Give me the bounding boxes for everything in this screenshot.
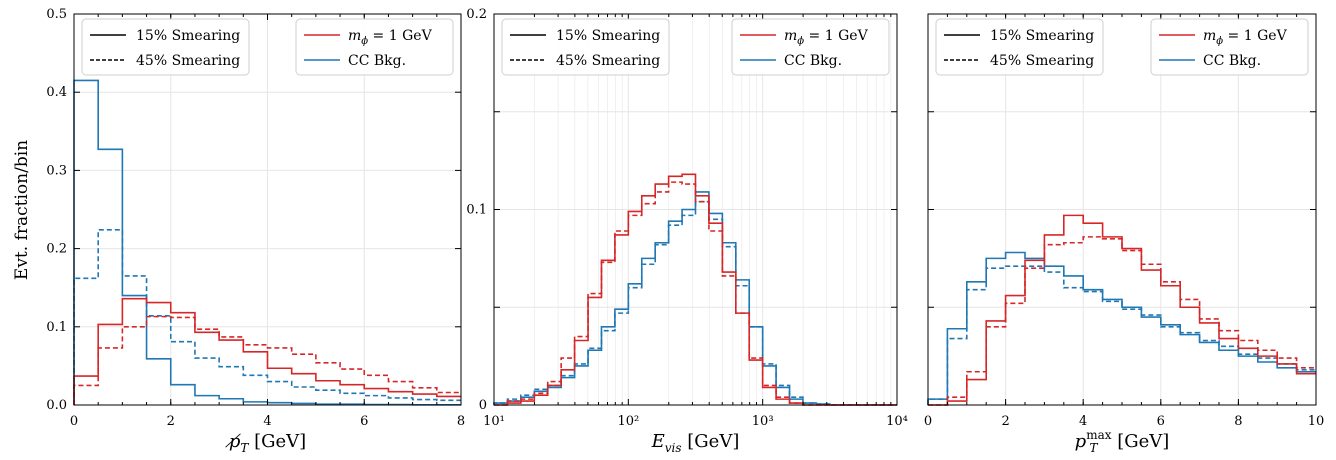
x-tick-label: 10¹ (483, 414, 505, 429)
x-tick-label: 2 (1001, 414, 1009, 429)
x-axis-label: p̸T [GeV] (224, 431, 306, 455)
x-axis-label-unit: [GeV] (682, 431, 740, 452)
legend-smearing: 15% Smearing 45% Smearing (502, 19, 669, 75)
y-tick-label: 0.1 (46, 320, 67, 335)
series-group (494, 174, 897, 405)
series-group (928, 215, 1316, 405)
legend-signal-symbol: m (348, 28, 361, 44)
x-axis-label-symbol: E (651, 431, 665, 452)
panel-3: 0 2 4 6 8 10 pmax T [GeV] 15% Smearing 45% Smeari… (924, 14, 1324, 455)
y-tick-label: 0.1 (466, 203, 487, 218)
y-tick-label: 0.5 (46, 7, 67, 22)
x-axis-label-unit: [GeV] (248, 431, 306, 452)
x-tick-label: 10³ (752, 414, 774, 429)
legend-label-background: CC Bkg. (784, 53, 842, 69)
series-line-background-15 (494, 192, 897, 405)
x-axis-label: Evis [GeV] (651, 431, 740, 455)
x-axis-label-sub: T (1090, 441, 1099, 455)
x-tick-label: 10 (1308, 414, 1325, 429)
legend-label-background: CC Bkg. (1203, 53, 1261, 69)
legend-smearing: 15% Smearing 45% Smearing (936, 19, 1103, 75)
x-tick-label: 10² (617, 414, 639, 429)
panel-1: 0 2 4 6 8 0.0 0.1 0.2 0.3 0.4 0.5 p̸T [GeV] 15% Smea… (46, 7, 465, 455)
y-tick-label: 0.0 (46, 398, 67, 413)
legend-label-45: 45% Smearing (136, 53, 240, 69)
legend-label-15: 15% Smearing (990, 28, 1094, 44)
series-line-signal-45 (494, 182, 897, 405)
ticks: 0 2 4 6 8 10 (924, 14, 1324, 429)
x-axis-label: pmax T [GeV] (1075, 428, 1170, 455)
x-tick-label: 8 (1234, 414, 1242, 429)
x-tick-label: 6 (1157, 414, 1165, 429)
y-tick-label: 0 (479, 398, 487, 413)
x-axis-label-sup: max (1086, 428, 1112, 442)
x-tick-label: 10⁴ (886, 414, 908, 429)
legend-label-background: CC Bkg. (348, 53, 406, 69)
legend-signal-symbol: m (784, 28, 797, 44)
x-tick-label: 4 (1079, 414, 1087, 429)
x-tick-label: 4 (263, 414, 271, 429)
x-tick-label: 6 (360, 414, 368, 429)
legend-smearing: 15% Smearing 45% Smearing (82, 19, 249, 75)
legend-signal-value: = 1 GeV (804, 28, 868, 44)
panel-2: 10¹ 10² 10³ 10⁴ 0 0.1 0.2 Evis [GeV] 15% Smearin… (466, 7, 908, 455)
x-axis-label-symbol: p (1075, 431, 1087, 452)
legend-signal-value: = 1 GeV (368, 28, 432, 44)
x-axis-label-unit: [GeV] (1112, 431, 1170, 452)
x-axis-label-symbol: p̸ (224, 431, 241, 452)
legend-label-45: 45% Smearing (990, 53, 1094, 69)
series-line-background-45 (494, 202, 897, 405)
legend-signal-value: = 1 GeV (1223, 28, 1287, 44)
x-axis-label-sub: vis (665, 441, 682, 455)
y-axis-label: Evt. fraction/bin (12, 140, 32, 280)
legend-label-15: 15% Smearing (556, 28, 660, 44)
legend-signal-symbol: m (1203, 28, 1216, 44)
legend-label-45: 45% Smearing (556, 53, 660, 69)
legend-label-15: 15% Smearing (136, 28, 240, 44)
y-tick-label: 0.3 (46, 163, 67, 178)
x-tick-label: 0 (70, 414, 78, 429)
y-tick-label: 0.4 (46, 85, 67, 100)
y-tick-label: 0.2 (466, 7, 487, 22)
x-tick-label: 2 (167, 414, 175, 429)
y-tick-label: 0.2 (46, 242, 67, 257)
x-tick-label: 8 (457, 414, 465, 429)
x-tick-label: 0 (924, 414, 932, 429)
